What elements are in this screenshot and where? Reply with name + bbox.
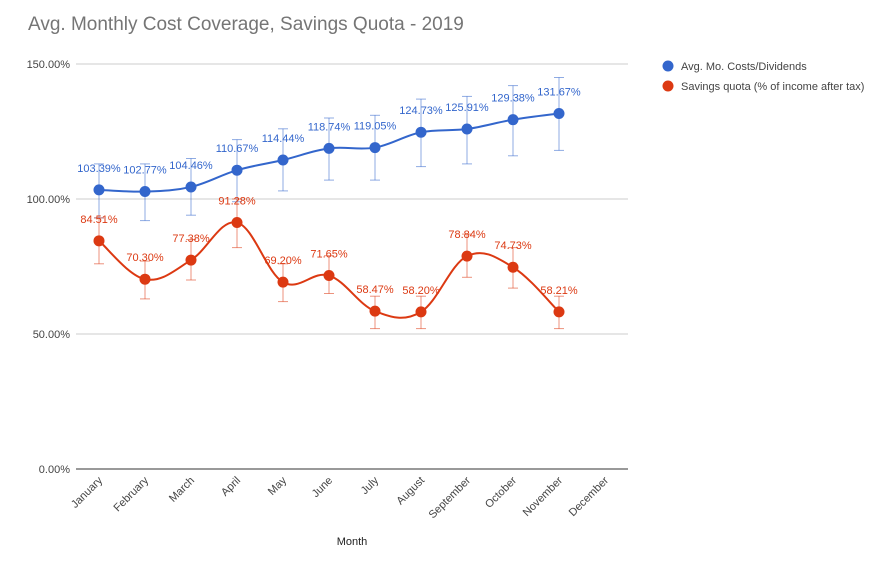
data-label: 110.67% — [216, 143, 259, 155]
x-tick-label: June — [310, 475, 335, 500]
x-tick-label: August — [394, 475, 427, 508]
x-axis-ticks: January February March April May June July Augu… — [69, 474, 611, 521]
data-point[interactable] — [231, 217, 243, 229]
data-point[interactable] — [185, 181, 197, 193]
data-point[interactable] — [553, 107, 565, 119]
data-point[interactable] — [93, 184, 105, 196]
data-point[interactable] — [553, 306, 565, 318]
data-label: 84.51% — [80, 214, 118, 226]
gridlines — [76, 63, 628, 470]
data-label: 129.38% — [491, 93, 535, 105]
data-label: 91.28% — [218, 196, 256, 208]
data-point[interactable] — [415, 306, 427, 318]
data-point[interactable] — [415, 126, 427, 138]
error-bars — [94, 77, 564, 330]
data-label: 74.73% — [494, 240, 532, 252]
y-tick-label: 150.00% — [27, 59, 71, 71]
data-point[interactable] — [277, 154, 289, 166]
data-point[interactable] — [277, 276, 289, 288]
data-labels: 103.39% 102.77% 104.46%110.67%114.44%118.7… — [77, 86, 581, 296]
data-label: 103.39% — [77, 163, 121, 175]
x-tick-label: February — [112, 474, 152, 514]
y-axis-ticks: 0.00% 50.00% 100.00% 150.00% — [27, 59, 71, 476]
x-tick-label: March — [167, 475, 197, 505]
data-label: 118.74% — [308, 121, 351, 133]
data-point[interactable] — [139, 186, 151, 198]
data-point[interactable] — [461, 123, 473, 135]
data-label: 58.47% — [356, 284, 394, 296]
data-label: 77.38% — [172, 233, 210, 245]
legend-marker[interactable] — [662, 60, 674, 72]
data-label: 70.30% — [126, 252, 164, 264]
data-point[interactable] — [323, 142, 335, 154]
y-tick-label: 50.00% — [33, 329, 71, 341]
data-label: 104.46% — [169, 160, 213, 172]
data-label: 71.65% — [310, 249, 348, 261]
data-label: 69.20% — [264, 255, 302, 267]
x-tick-label: October — [483, 474, 519, 510]
data-point[interactable] — [507, 114, 519, 126]
x-tick-label: January — [69, 474, 106, 511]
data-label: 124.73% — [399, 105, 443, 117]
y-tick-label: 0.00% — [39, 464, 70, 476]
data-point[interactable] — [185, 254, 197, 266]
data-point[interactable] — [93, 235, 105, 247]
chart-title: Avg. Monthly Cost Coverage, Savings Quot… — [28, 14, 464, 35]
x-tick-label: April — [219, 475, 243, 499]
data-point[interactable] — [461, 250, 473, 262]
data-label: 58.20% — [402, 285, 440, 297]
data-label: 58.21% — [540, 285, 578, 297]
data-label: 131.67% — [537, 86, 581, 98]
data-point[interactable] — [139, 273, 151, 285]
legend[interactable]: Avg. Mo. Costs/Dividends Savings quota (%… — [662, 60, 865, 94]
data-label: 114.44% — [262, 133, 305, 145]
data-label: 125.91% — [445, 102, 489, 114]
legend-label[interactable]: Avg. Mo. Costs/Dividends — [681, 61, 807, 73]
legend-marker[interactable] — [662, 80, 674, 92]
data-label: 119.05% — [354, 121, 397, 133]
legend-label[interactable]: Savings quota (% of income after tax) — [681, 81, 864, 93]
data-point[interactable] — [507, 261, 519, 273]
x-tick-label: July — [359, 474, 382, 497]
data-point[interactable] — [369, 142, 381, 154]
data-label: 78.84% — [448, 229, 486, 241]
x-tick-label: September — [427, 474, 474, 521]
data-point[interactable] — [323, 270, 335, 282]
y-tick-label: 100.00% — [27, 194, 71, 206]
x-tick-label: May — [266, 474, 290, 498]
x-tick-label: November — [521, 474, 566, 519]
data-label: 102.77% — [123, 165, 167, 177]
series-points — [93, 107, 565, 318]
data-point[interactable] — [369, 305, 381, 317]
x-axis-title: Month — [337, 536, 368, 548]
data-point[interactable] — [231, 164, 243, 176]
x-tick-label: December — [567, 474, 612, 519]
